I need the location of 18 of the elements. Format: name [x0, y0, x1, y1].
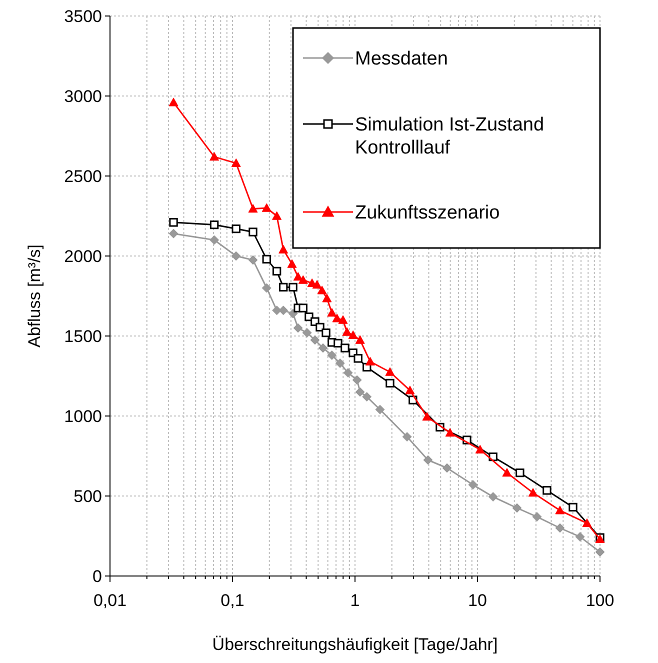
y-tick-label: 3000	[64, 86, 102, 106]
x-tick-label: 100	[586, 591, 614, 610]
x-tick-label: 1	[350, 591, 360, 610]
legend-label: Messdaten	[355, 48, 448, 70]
y-tick-label: 2500	[64, 166, 102, 186]
x-tick-label: 10	[468, 591, 487, 610]
x-axis-title: Überschreitungshäufigkeit [Tage/Jahr]	[212, 635, 498, 654]
y-tick-label: 1500	[64, 326, 102, 346]
y-tick-label: 1000	[64, 406, 102, 426]
y-tick-label: 3500	[64, 6, 102, 26]
y-tick-label: 0	[92, 566, 102, 586]
legend-label: Zukunftsszenario	[355, 202, 500, 224]
x-tick-label: 0,01	[93, 591, 127, 610]
y-axis-title: Abfluss [m³/s]	[25, 244, 44, 348]
legend-label: Simulation Ist-Zustand Kontrolllauf	[355, 114, 544, 158]
y-tick-label: 2000	[64, 246, 102, 266]
x-tick-label: 0,1	[220, 591, 244, 610]
y-tick-label: 500	[74, 486, 102, 506]
